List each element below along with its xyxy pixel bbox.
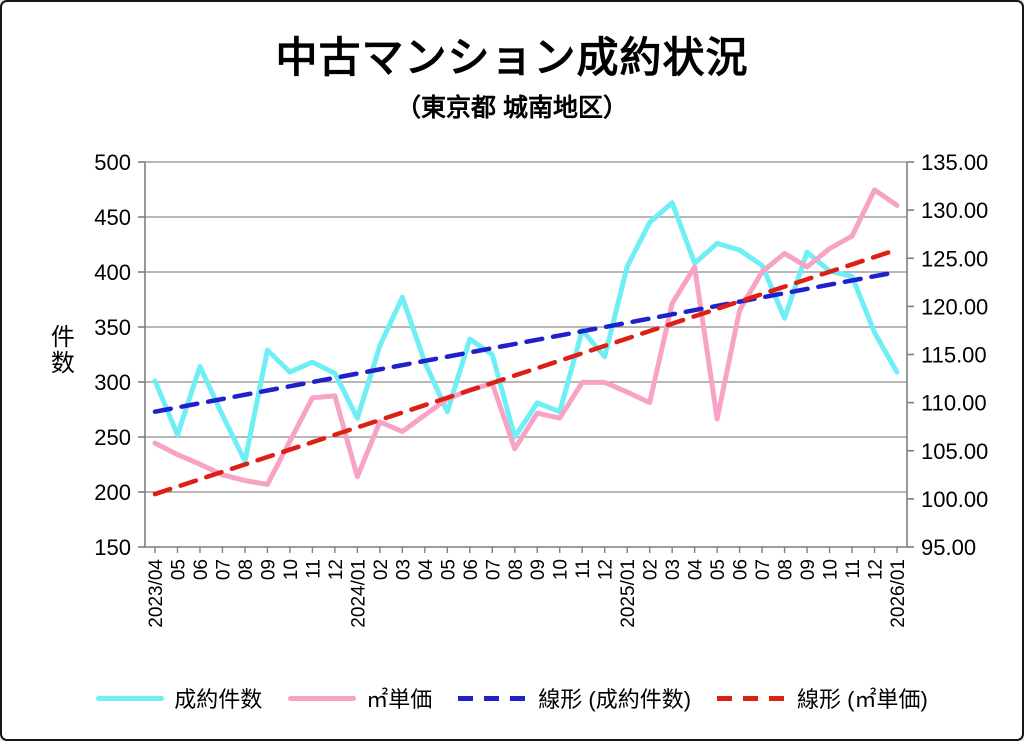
svg-text:06: 06 [731, 559, 752, 580]
svg-text:250: 250 [94, 425, 131, 450]
svg-text:07: 07 [753, 559, 774, 580]
svg-text:95.00: 95.00 [921, 535, 976, 560]
svg-text:115.00: 115.00 [921, 343, 987, 368]
svg-text:06: 06 [191, 559, 212, 580]
legend-item-contracts: 成約件数 [96, 682, 262, 714]
svg-text:2026/01: 2026/01 [888, 559, 909, 628]
svg-text:150: 150 [94, 535, 131, 560]
svg-text:08: 08 [236, 559, 257, 580]
svg-text:350: 350 [94, 315, 131, 340]
svg-text:12: 12 [866, 559, 887, 580]
svg-text:130.00: 130.00 [921, 198, 988, 223]
svg-text:02: 02 [371, 559, 392, 580]
svg-text:05: 05 [438, 559, 459, 580]
svg-text:07: 07 [213, 559, 234, 580]
svg-text:100.00: 100.00 [921, 487, 988, 512]
svg-text:10: 10 [281, 559, 302, 580]
svg-text:2023/04: 2023/04 [146, 559, 167, 628]
legend-label-trend-unit-price: 線形 (㎡単価) [797, 687, 928, 712]
svg-text:12: 12 [326, 559, 347, 580]
svg-text:03: 03 [663, 559, 684, 580]
trend-unit-price-line-sample [717, 695, 788, 701]
svg-text:09: 09 [258, 559, 279, 580]
legend-label-unit-price: ㎡単価 [366, 687, 433, 712]
svg-text:05: 05 [708, 559, 729, 580]
legend-item-trend-unit-price: 線形 (㎡単価) [717, 682, 928, 714]
svg-text:05: 05 [168, 559, 189, 580]
legend: 成約件数 ㎡単価 線形 (成約件数) 線形 (㎡単価) [2, 682, 1022, 714]
svg-text:105.00: 105.00 [921, 439, 988, 464]
svg-text:08: 08 [506, 559, 527, 580]
svg-text:120.00: 120.00 [921, 294, 988, 319]
svg-text:2025/01: 2025/01 [618, 559, 639, 628]
svg-text:500: 500 [94, 150, 131, 175]
trend-contracts-line-sample [458, 695, 529, 701]
svg-text:08: 08 [776, 559, 797, 580]
svg-text:11: 11 [843, 559, 864, 579]
legend-label-trend-contracts: 線形 (成約件数) [538, 687, 692, 712]
svg-text:04: 04 [416, 559, 437, 581]
svg-text:135.00: 135.00 [921, 150, 988, 175]
svg-text:09: 09 [798, 559, 819, 580]
svg-text:125.00: 125.00 [921, 246, 988, 271]
svg-text:12: 12 [596, 559, 617, 580]
svg-text:400: 400 [94, 260, 131, 285]
svg-text:200: 200 [94, 480, 131, 505]
contracts-line-sample [96, 695, 165, 701]
svg-text:2024/01: 2024/01 [348, 559, 369, 628]
legend-label-contracts: 成約件数 [174, 687, 263, 712]
svg-text:02: 02 [641, 559, 662, 580]
svg-text:07: 07 [483, 559, 504, 580]
svg-text:04: 04 [686, 559, 707, 581]
svg-text:450: 450 [94, 205, 131, 230]
svg-text:11: 11 [573, 559, 594, 579]
svg-text:10: 10 [821, 559, 842, 580]
svg-text:300: 300 [94, 370, 131, 395]
svg-text:09: 09 [528, 559, 549, 580]
left-axis-title: 件数 [46, 324, 74, 376]
svg-text:10: 10 [551, 559, 572, 580]
legend-item-trend-contracts: 線形 (成約件数) [458, 682, 691, 714]
chart-title: 中古マンション成約状況 [275, 34, 749, 81]
svg-text:03: 03 [393, 559, 414, 580]
svg-text:06: 06 [461, 559, 482, 580]
legend-item-unit-price: ㎡単価 [288, 682, 432, 714]
chart-subtitle: （東京都 城南地区） [396, 94, 628, 122]
svg-text:11: 11 [303, 559, 324, 579]
svg-text:110.00: 110.00 [921, 391, 987, 416]
unit-price-line-sample [288, 695, 357, 701]
